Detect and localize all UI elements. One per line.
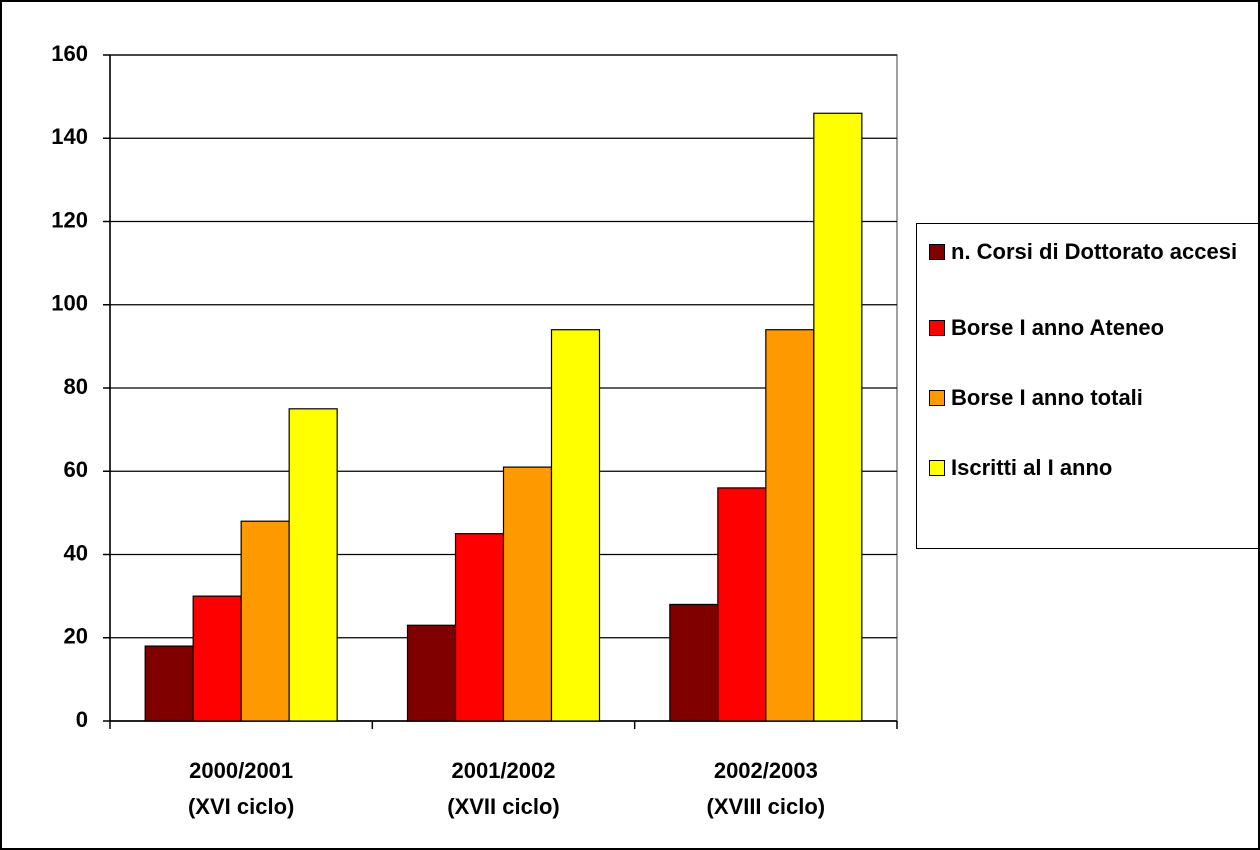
bar <box>288 408 338 722</box>
bar <box>502 466 553 722</box>
legend-label: n. Corsi di Dottorato accesi <box>951 239 1238 264</box>
x-tick-label: (XVII ciclo) <box>447 794 559 819</box>
legend-entry: Borse I anno totali <box>929 384 1254 412</box>
x-tick-label: (XVI ciclo) <box>188 794 294 819</box>
legend-label: Iscritti al I anno <box>951 455 1113 480</box>
legend-swatch <box>929 390 945 406</box>
y-tick-label: 60 <box>64 457 88 482</box>
legend-swatch <box>929 460 945 476</box>
bar <box>454 533 505 722</box>
y-tick-label: 160 <box>51 41 88 66</box>
legend-swatch <box>929 244 945 260</box>
legend-entry: Borse I anno Ateneo <box>929 314 1254 342</box>
y-tick-label: 100 <box>51 291 88 316</box>
legend-entry: n. Corsi di Dottorato accesi <box>929 238 1254 266</box>
x-tick-label: 2000/2001 <box>189 758 293 783</box>
legend-label: Borse I anno Ateneo <box>951 315 1165 340</box>
bar <box>240 520 290 722</box>
legend-label: Borse I anno totali <box>951 385 1143 410</box>
y-tick-label: 140 <box>51 124 88 149</box>
bar <box>406 624 457 722</box>
x-tick-label: 2002/2003 <box>714 758 818 783</box>
y-tick-label: 0 <box>76 707 88 732</box>
x-tick-label: (XVIII ciclo) <box>707 794 826 819</box>
y-tick-label: 80 <box>64 374 88 399</box>
bar <box>765 329 815 722</box>
legend-entry: Iscritti al I anno <box>929 454 1254 482</box>
bar <box>717 487 767 722</box>
legend: n. Corsi di Dottorato accesi Borse I anno… <box>916 223 1258 549</box>
y-tick-label: 20 <box>64 624 88 649</box>
bar <box>669 603 719 722</box>
legend-swatch <box>929 320 945 336</box>
bar <box>813 112 863 722</box>
bar <box>192 595 242 722</box>
y-tick-label: 120 <box>51 207 88 232</box>
bar <box>550 329 601 722</box>
y-tick-label: 40 <box>64 540 88 565</box>
x-tick-label: 2001/2002 <box>452 758 556 783</box>
bar <box>144 645 194 722</box>
